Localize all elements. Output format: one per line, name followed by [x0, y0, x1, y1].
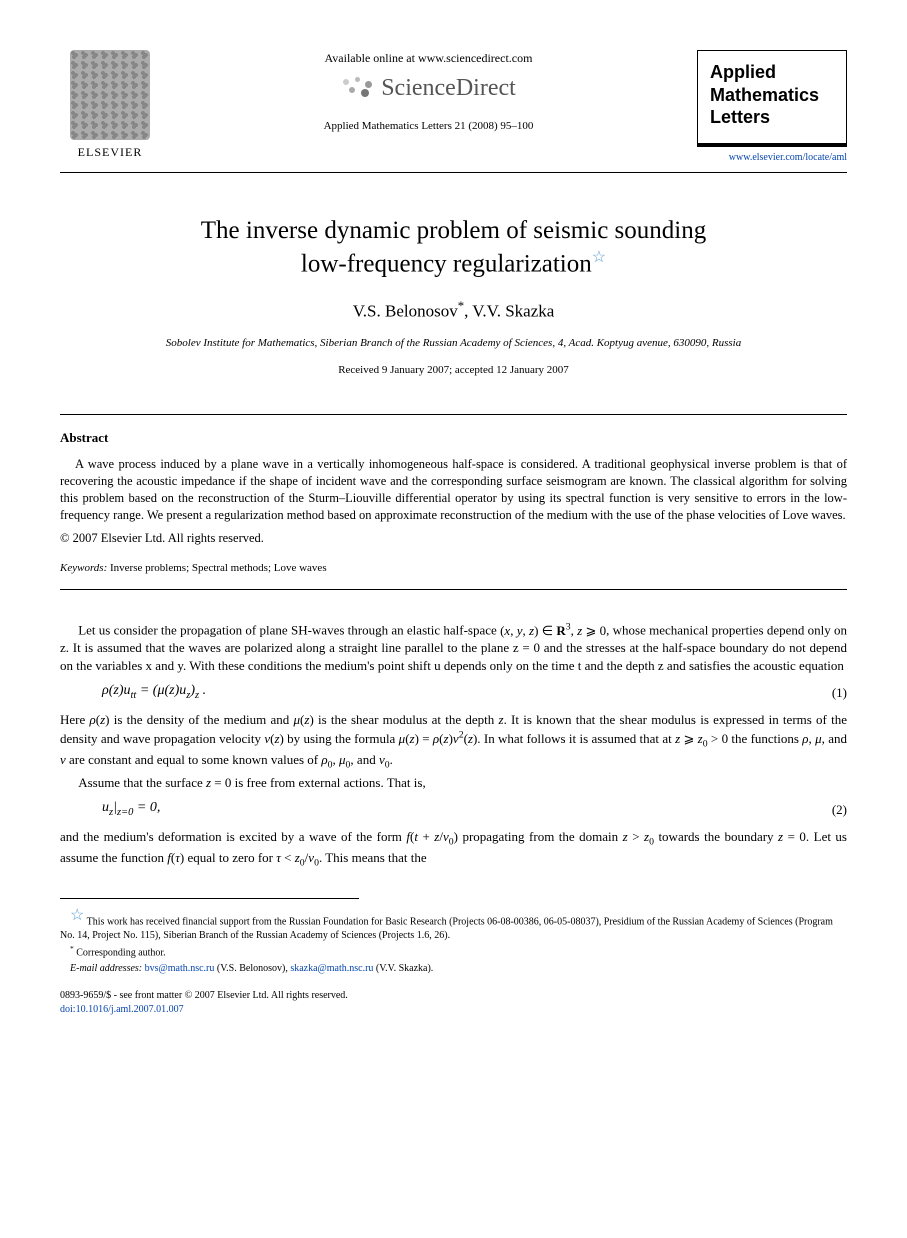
- abstract-rule-bottom: [60, 589, 847, 590]
- available-online-text: Available online at www.sciencedirect.co…: [180, 50, 677, 66]
- footnote-funding: ☆ This work has received financial suppo…: [60, 905, 847, 942]
- journal-name-line3: Letters: [710, 106, 834, 129]
- sciencedirect-wordmark: ScienceDirect: [381, 72, 516, 104]
- email-label: E-mail addresses:: [70, 963, 142, 974]
- article-dates: Received 9 January 2007; accepted 12 Jan…: [60, 363, 847, 378]
- journal-name-line1: Applied: [710, 61, 834, 84]
- title-line2: low-frequency regularization: [301, 250, 592, 277]
- author-2: V.V. Skazka: [472, 302, 554, 321]
- journal-homepage-link[interactable]: www.elsevier.com/locate/aml: [729, 152, 847, 163]
- keywords-text: Inverse problems; Spectral methods; Love…: [110, 562, 327, 574]
- footnote-emails: E-mail addresses: bvs@math.nsc.ru (V.S. …: [60, 962, 847, 976]
- publication-info: 0893-9659/$ - see front matter © 2007 El…: [60, 989, 847, 1016]
- footnote-funding-marker: ☆: [70, 907, 84, 924]
- elsevier-logo-block: ELSEVIER: [60, 50, 160, 160]
- author-1: V.S. Belonosov: [353, 302, 458, 321]
- sciencedirect-logo: ScienceDirect: [180, 72, 677, 104]
- body-p1a: Let us consider the propagation of plane…: [78, 623, 500, 638]
- email-who-1: (V.S. Belonosov): [217, 963, 285, 974]
- body-para-4: and the medium's deformation is excited …: [60, 828, 847, 870]
- footnotes-block: ☆ This work has received financial suppo…: [60, 905, 847, 976]
- footnote-funding-text: This work has received financial support…: [60, 916, 833, 941]
- email-link-1[interactable]: bvs@math.nsc.ru: [145, 963, 215, 974]
- title-funding-marker: ☆: [592, 249, 606, 266]
- doi-line: doi:10.1016/j.aml.2007.01.007: [60, 1003, 847, 1017]
- abstract-body: A wave process induced by a plane wave i…: [60, 456, 847, 524]
- journal-title-box: Applied Mathematics Letters: [697, 50, 847, 147]
- body-p4-text: and the medium's deformation is excited …: [60, 829, 847, 865]
- elsevier-tree-icon: [70, 50, 150, 140]
- equation-1-row: ρ(z)utt = (μ(z)uz)z . (1): [60, 682, 847, 703]
- citation-line: Applied Mathematics Letters 21 (2008) 95…: [180, 119, 677, 134]
- affiliation: Sobolev Institute for Mathematics, Siber…: [60, 336, 847, 351]
- equation-1-number: (1): [832, 684, 847, 702]
- front-matter-line: 0893-9659/$ - see front matter © 2007 El…: [60, 989, 847, 1003]
- equation-2: uz|z=0 = 0,: [60, 799, 832, 820]
- equation-1: ρ(z)utt = (μ(z)uz)z .: [60, 682, 832, 703]
- footnote-corresponding: * Corresponding author.: [60, 944, 847, 960]
- footnote-corr-text: Corresponding author.: [76, 947, 165, 958]
- article-title: The inverse dynamic problem of seismic s…: [60, 215, 847, 280]
- abstract-heading: Abstract: [60, 429, 847, 447]
- header-center: Available online at www.sciencedirect.co…: [160, 50, 697, 133]
- email-link-2[interactable]: skazka@math.nsc.ru: [290, 963, 373, 974]
- body-para-2: Here ρ(z) is the density of the medium a…: [60, 711, 847, 771]
- elsevier-label: ELSEVIER: [60, 144, 160, 160]
- footnote-corr-marker: *: [70, 944, 74, 953]
- title-line1: The inverse dynamic problem of seismic s…: [201, 217, 706, 244]
- body-para-1: Let us consider the propagation of plane…: [60, 620, 847, 674]
- body-p3-text: Assume that the surface z = 0 is free fr…: [78, 775, 426, 790]
- abstract-copyright: © 2007 Elsevier Ltd. All rights reserved…: [60, 530, 847, 547]
- equation-2-number: (2): [832, 801, 847, 819]
- sciencedirect-dots-icon: [341, 77, 375, 99]
- keywords-line: Keywords: Inverse problems; Spectral met…: [60, 561, 847, 576]
- email-who-2: (V.V. Skazka).: [376, 963, 433, 974]
- doi-link[interactable]: doi:10.1016/j.aml.2007.01.007: [60, 1004, 184, 1015]
- doi-text: 10.1016/j.aml.2007.01.007: [76, 1004, 184, 1015]
- author-line: V.S. Belonosov*, V.V. Skazka: [60, 298, 847, 324]
- doi-label: doi:: [60, 1004, 76, 1015]
- footnote-rule: [60, 898, 359, 905]
- keywords-label: Keywords:: [60, 562, 107, 574]
- journal-link-row: www.elsevier.com/locate/aml: [697, 151, 847, 165]
- page-header: ELSEVIER Available online at www.science…: [60, 50, 847, 164]
- body-p1-math: (x, y, z) ∈ R3, z ⩾ 0: [500, 623, 606, 638]
- header-rule: [60, 172, 847, 173]
- journal-name-line2: Mathematics: [710, 84, 834, 107]
- journal-block-wrap: Applied Mathematics Letters www.elsevier…: [697, 50, 847, 164]
- equation-2-row: uz|z=0 = 0, (2): [60, 799, 847, 820]
- body-p2-text: Here ρ(z) is the density of the medium a…: [60, 712, 847, 767]
- abstract-rule-top: [60, 414, 847, 415]
- body-para-3: Assume that the surface z = 0 is free fr…: [60, 774, 847, 792]
